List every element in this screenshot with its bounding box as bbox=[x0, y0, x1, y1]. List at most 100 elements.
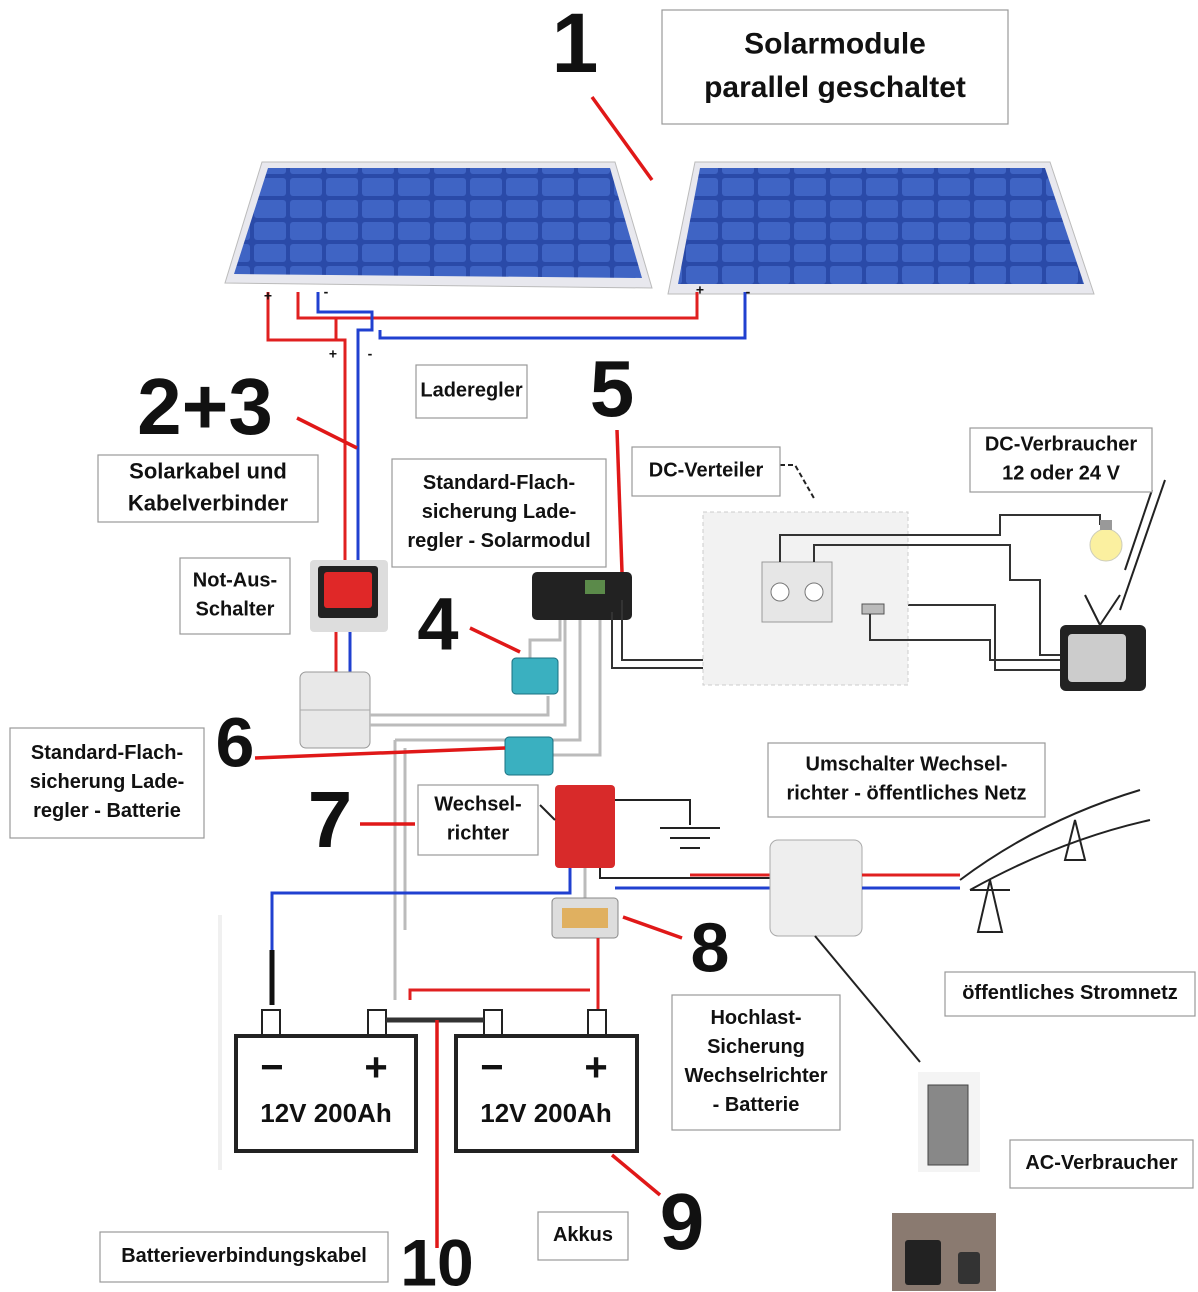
label-line: öffentliches Stromnetz bbox=[962, 982, 1178, 1004]
label-line: Standard-Flach- bbox=[31, 742, 183, 764]
callout-number: 1 bbox=[552, 0, 599, 90]
shape bbox=[268, 292, 345, 570]
polarity-mark: - bbox=[324, 284, 329, 300]
shape bbox=[555, 785, 615, 868]
shape bbox=[585, 580, 605, 594]
label-text: AC-Verbraucher bbox=[1025, 1152, 1177, 1174]
shape bbox=[336, 292, 697, 340]
label-line: regler - Batterie bbox=[33, 800, 181, 822]
shape bbox=[262, 1010, 280, 1038]
label-line: Laderegler bbox=[420, 380, 522, 402]
label-line: Solarmodule bbox=[744, 27, 926, 60]
label-line: Batterieverbindungskabel bbox=[121, 1245, 367, 1267]
shape bbox=[770, 840, 862, 936]
shape bbox=[1068, 634, 1126, 682]
shape bbox=[615, 800, 690, 825]
polarity-mark: + bbox=[329, 346, 337, 362]
shape bbox=[780, 465, 815, 500]
shape bbox=[978, 880, 1002, 932]
callout-number: 5 bbox=[590, 344, 635, 433]
shape bbox=[678, 168, 1084, 284]
label-text: Standard-Flach-sicherung Lade-regler - S… bbox=[407, 472, 590, 552]
shape bbox=[218, 915, 222, 1170]
label-line: 12 oder 24 V bbox=[1002, 463, 1121, 485]
battery-plus: + bbox=[584, 1046, 607, 1090]
callout-number: 7 bbox=[308, 775, 353, 864]
label-text: Batterieverbindungskabel bbox=[121, 1245, 367, 1267]
shape bbox=[532, 572, 632, 620]
shape bbox=[1120, 480, 1165, 610]
pointer-line bbox=[297, 418, 357, 448]
battery-rating: 12V 200Ah bbox=[260, 1098, 392, 1128]
shape bbox=[1100, 520, 1112, 530]
shape bbox=[928, 1085, 968, 1165]
shape bbox=[1100, 595, 1120, 625]
shape bbox=[771, 583, 789, 601]
callout-number: 6 bbox=[216, 703, 255, 781]
label-line: sicherung Lade- bbox=[30, 771, 184, 793]
shape bbox=[588, 1010, 606, 1038]
label-line: Solarkabel und bbox=[129, 458, 287, 483]
diagram: Solarmodule parallel geschaltet Solarkabel… bbox=[0, 0, 1198, 1292]
callout-number: 9 bbox=[660, 1177, 705, 1266]
label-line: DC-Verbraucher bbox=[985, 434, 1137, 456]
battery-rating: 12V 200Ah bbox=[480, 1098, 612, 1128]
battery-minus: − bbox=[260, 1046, 283, 1090]
shape bbox=[562, 908, 608, 928]
shape bbox=[380, 292, 745, 338]
shape bbox=[1090, 529, 1122, 561]
label-line: Hochlast- bbox=[710, 1007, 801, 1029]
label-text: DC-Verteiler bbox=[649, 460, 764, 482]
label-line: Umschalter Wechsel- bbox=[806, 754, 1008, 776]
shape bbox=[540, 805, 555, 820]
polarity-mark: - bbox=[368, 346, 373, 362]
shape bbox=[370, 696, 548, 715]
shape bbox=[505, 737, 553, 775]
label-line: DC-Verteiler bbox=[649, 460, 764, 482]
pointer-line bbox=[612, 1155, 660, 1195]
pointer-line bbox=[617, 430, 622, 572]
pointer-line bbox=[470, 628, 520, 652]
pointer-line bbox=[623, 917, 682, 938]
polarity-mark: + bbox=[264, 288, 272, 304]
callout-number: 4 bbox=[417, 583, 458, 666]
label-line: Not-Aus- bbox=[193, 570, 277, 592]
pointer-line bbox=[255, 748, 505, 758]
label-line: Schalter bbox=[196, 599, 275, 621]
shape bbox=[484, 1010, 502, 1038]
battery-plus: + bbox=[364, 1046, 387, 1090]
shape bbox=[862, 604, 884, 614]
label-line: AC-Verbraucher bbox=[1025, 1152, 1177, 1174]
label-line: Akkus bbox=[553, 1224, 613, 1246]
shape bbox=[324, 572, 372, 608]
label-line: Standard-Flach- bbox=[423, 472, 575, 494]
shape bbox=[958, 1252, 980, 1284]
polarity-mark: - bbox=[746, 284, 751, 300]
shape bbox=[512, 658, 558, 694]
shape bbox=[410, 990, 590, 1000]
label-line: Wechsel- bbox=[434, 794, 521, 816]
shape bbox=[530, 620, 560, 660]
label-line: richter bbox=[447, 823, 509, 845]
callout-number: 2+3 bbox=[137, 362, 273, 451]
callout-number: 8 bbox=[691, 908, 730, 986]
label-line: - Batterie bbox=[713, 1094, 800, 1116]
label-text: Laderegler bbox=[420, 380, 522, 402]
shape bbox=[368, 1010, 386, 1038]
label-line: parallel geschaltet bbox=[704, 71, 966, 104]
label-line: sicherung Lade- bbox=[422, 501, 576, 523]
shape bbox=[1085, 595, 1100, 625]
label-line: regler - Solarmodul bbox=[407, 530, 590, 552]
label-text: öffentliches Stromnetz bbox=[962, 982, 1178, 1004]
polarity-mark: + bbox=[696, 282, 704, 298]
battery-minus: − bbox=[480, 1046, 503, 1090]
label-line: Sicherung bbox=[707, 1036, 805, 1058]
callout-number: 10 bbox=[400, 1225, 473, 1292]
shape bbox=[905, 1240, 941, 1285]
label-line: Kabelverbinder bbox=[128, 490, 289, 515]
label-text: Akkus bbox=[553, 1224, 613, 1246]
shape bbox=[234, 168, 642, 278]
shape bbox=[272, 868, 570, 1000]
label-line: Wechselrichter bbox=[684, 1065, 827, 1087]
label-line: richter - öffentliches Netz bbox=[786, 783, 1026, 805]
